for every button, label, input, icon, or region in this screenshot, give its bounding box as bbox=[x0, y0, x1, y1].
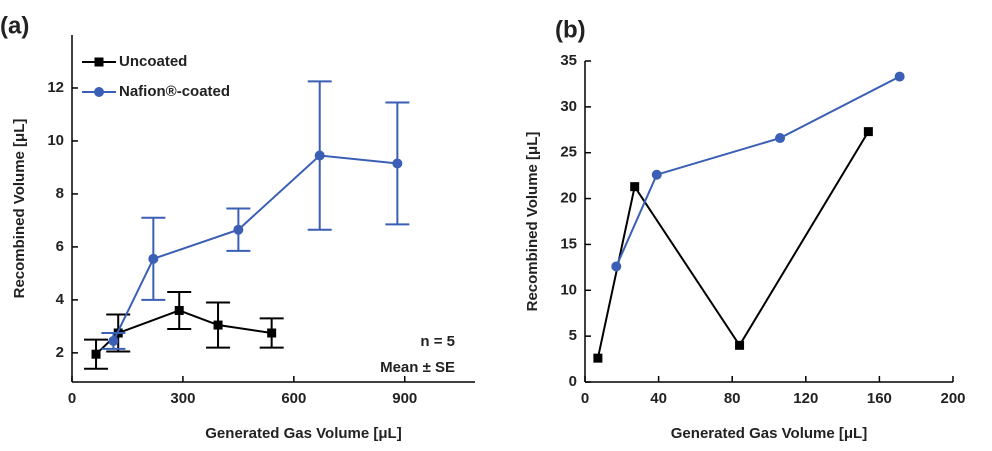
annotation: Mean ± SE bbox=[380, 359, 455, 376]
y-tick-label: 25 bbox=[560, 144, 577, 161]
data-point bbox=[651, 169, 662, 180]
y-tick-label: 4 bbox=[56, 291, 65, 308]
data-point bbox=[863, 127, 873, 137]
data-point bbox=[91, 349, 101, 359]
annotation: n = 5 bbox=[420, 333, 455, 350]
series-line bbox=[112, 154, 398, 342]
y-tick-label: 20 bbox=[560, 190, 577, 207]
x-tick-label: 120 bbox=[793, 390, 818, 407]
y-axis-title: Recombined Volume [μL] bbox=[524, 132, 541, 312]
y-tick-label: 30 bbox=[560, 98, 577, 115]
series-line bbox=[596, 131, 870, 359]
x-tick-label: 40 bbox=[650, 390, 667, 407]
series-line bbox=[615, 75, 901, 267]
data-point bbox=[174, 305, 184, 315]
x-axis-title: Generated Gas Volume [μL] bbox=[205, 425, 401, 442]
y-tick-label: 10 bbox=[47, 132, 64, 149]
y-tick-label: 12 bbox=[47, 79, 64, 96]
data-point bbox=[735, 340, 745, 350]
y-tick-label: 5 bbox=[569, 327, 577, 344]
legend-marker bbox=[94, 87, 104, 97]
y-tick-label: 2 bbox=[56, 344, 64, 361]
data-point bbox=[314, 150, 325, 161]
y-tick-label: 0 bbox=[569, 373, 577, 390]
legend-marker bbox=[94, 57, 104, 67]
data-point bbox=[233, 224, 244, 235]
data-point bbox=[148, 253, 159, 264]
y-tick-label: 8 bbox=[56, 185, 64, 202]
y-tick-label: 15 bbox=[560, 235, 577, 252]
data-point bbox=[630, 182, 640, 192]
x-tick-label: 80 bbox=[724, 390, 741, 407]
y-tick-label: 35 bbox=[560, 52, 577, 69]
x-tick-label: 900 bbox=[392, 390, 417, 407]
data-point bbox=[593, 353, 603, 363]
data-point bbox=[267, 328, 277, 338]
data-point bbox=[894, 71, 905, 82]
data-point bbox=[392, 158, 403, 169]
legend-label: Uncoated bbox=[119, 53, 187, 70]
legend-label: Nafion®-coated bbox=[119, 83, 230, 100]
x-tick-label: 300 bbox=[170, 390, 195, 407]
x-tick-label: 0 bbox=[68, 390, 76, 407]
panel-label: (b) bbox=[555, 16, 586, 43]
data-point bbox=[775, 133, 786, 144]
x-axis-title: Generated Gas Volume [μL] bbox=[671, 425, 867, 442]
data-point bbox=[108, 335, 119, 346]
y-tick-label: 10 bbox=[560, 281, 577, 298]
data-point bbox=[213, 320, 223, 330]
y-axis-title: Recombined Volume [μL] bbox=[11, 119, 28, 299]
x-tick-label: 200 bbox=[940, 390, 965, 407]
panel-label: (a) bbox=[0, 12, 29, 39]
y-tick-label: 6 bbox=[56, 238, 64, 255]
x-tick-label: 0 bbox=[581, 390, 589, 407]
x-tick-label: 600 bbox=[281, 390, 306, 407]
data-point bbox=[611, 261, 622, 272]
x-tick-label: 160 bbox=[867, 390, 892, 407]
